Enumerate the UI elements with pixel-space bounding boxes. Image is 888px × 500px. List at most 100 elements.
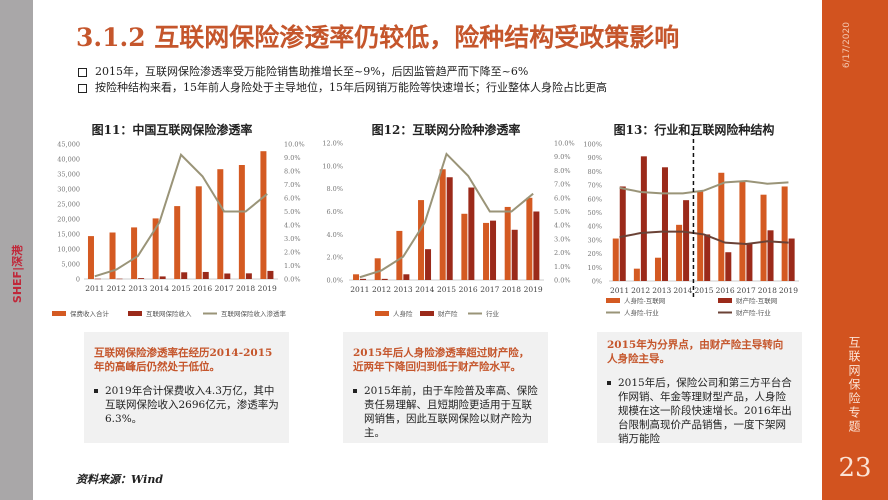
summary-bullet: 按险种结构来看，15年前人身险处于主导地位，15年后网销万能险等快速增长；行业整… <box>78 80 607 96</box>
page-number: 23 <box>838 453 872 483</box>
summary-bullets: 2015年，互联网保险渗透率受万能险销售助推增长至~9%，后因监管趋严而下降至~… <box>78 64 607 96</box>
x-tick-label: 2018 <box>758 286 777 295</box>
bar-财产险-互联网 <box>746 244 753 281</box>
legend-label: 财产险 <box>438 309 458 318</box>
bar-人身险 <box>396 230 403 280</box>
bar-财产险 <box>468 187 475 280</box>
y-tick-label: 5.0% <box>554 208 571 216</box>
chart-12-title: 图12：互联网分险种渗透率 <box>371 123 521 137</box>
bar-人身险-互联网 <box>654 257 661 281</box>
bar-财产险-互联网 <box>788 238 795 281</box>
bar-互联网保险收入 <box>245 273 252 279</box>
legend-swatch <box>420 311 434 316</box>
checkbox-square-icon <box>78 67 87 77</box>
bar-互联网保险收入 <box>159 276 166 279</box>
topic-label: 互联网保险专题 <box>847 336 861 434</box>
y-tick-label: 5,000 <box>61 261 80 269</box>
x-tick-label: 2018 <box>236 284 255 293</box>
x-tick-label: 2016 <box>459 285 478 294</box>
bar-人身险 <box>461 213 468 280</box>
bar-财产险 <box>360 278 367 280</box>
legend-label: 人身险 <box>393 309 413 318</box>
note-body: 2019年合计保费收入4.3万亿，其中互联网保险收入2696亿元，渗透率为6.3… <box>94 384 279 426</box>
checkbox-square-icon <box>78 83 87 93</box>
bullet-text: 2015年，互联网保险渗透率受万能险销售助推增长至~9%，后因监管趋严而下降至~… <box>95 65 529 78</box>
y-tick-label: 2.0% <box>284 249 301 257</box>
bar-财产险-互联网 <box>640 156 647 281</box>
x-tick-label: 2018 <box>502 285 521 294</box>
bar-财产险-互联网 <box>725 252 732 281</box>
y-tick-label: 0.0% <box>554 277 571 285</box>
bar-保费收入合计 <box>109 232 116 279</box>
y-tick-label: 30,000 <box>57 186 80 194</box>
legend-swatch <box>718 298 732 303</box>
note-headline: 2015年为分界点，由财产险主导转向人身险主导。 <box>607 339 784 365</box>
summary-bullet: 2015年，互联网保险渗透率受万能险销售助推增长至~9%，后因监管趋严而下降至~… <box>78 64 607 80</box>
bar-财产险 <box>533 211 540 280</box>
y-tick-label: 7.0% <box>284 181 301 189</box>
y-tick-label: 6.0% <box>284 195 301 203</box>
y-tick-label: 80% <box>588 168 602 176</box>
x-tick-label: 2012 <box>107 284 126 293</box>
y-tick-label: 0.0% <box>284 276 301 284</box>
bar-财产险-互联网 <box>683 200 690 281</box>
y-tick-label: 100% <box>583 141 602 149</box>
x-tick-label: 2017 <box>737 286 756 295</box>
bar-人身险-互联网 <box>676 224 683 281</box>
y-tick-label: 8.0% <box>284 168 301 176</box>
bar-财产险 <box>511 229 518 280</box>
y-tick-label: 7.0% <box>554 181 571 189</box>
y-tick-label: 4.0% <box>284 222 301 230</box>
x-tick-label: 2017 <box>480 285 499 294</box>
x-tick-label: 2015 <box>437 285 456 294</box>
y-tick-label: 10.0% <box>554 140 575 148</box>
bar-保费收入合计 <box>174 206 181 279</box>
bar-财产险 <box>446 177 453 280</box>
bar-互联网保险收入 <box>181 272 188 279</box>
legend-label: 人身险-互联网 <box>624 296 665 305</box>
right-sidebar <box>822 0 888 500</box>
bar-互联网保险收入 <box>224 273 231 279</box>
bar-保费收入合计 <box>195 186 202 279</box>
chart-13-title: 图13：行业和互联网险种结构 <box>613 123 775 137</box>
x-tick-label: 2015 <box>171 284 190 293</box>
y-tick-label: 6.0% <box>554 194 571 202</box>
x-tick-label: 2019 <box>258 284 277 293</box>
bar-人身险-互联网 <box>781 186 788 281</box>
x-tick-label: 2016 <box>716 286 735 295</box>
y-tick-label: 10.0% <box>322 162 343 170</box>
note-headline: 互联网保险渗透率在经历2014-2015年的高峰后仍然处于低位。 <box>94 347 273 373</box>
y-tick-label: 10% <box>588 264 602 272</box>
bar-保费收入合计 <box>152 218 159 279</box>
bar-保费收入合计 <box>238 165 245 279</box>
x-tick-label: 2015 <box>694 286 713 295</box>
bullet-text: 按险种结构来看，15年前人身险处于主导地位，15年后网销万能险等快速增长；行业整… <box>95 81 607 94</box>
y-tick-label: 45,000 <box>57 141 80 149</box>
bar-财产险 <box>403 274 410 280</box>
left-strip: SHEF|深港 <box>0 0 33 500</box>
y-tick-label: 20% <box>588 250 602 258</box>
legend-label: 行业 <box>486 309 500 318</box>
y-tick-label: 12.0% <box>322 140 343 148</box>
bar-保费收入合计 <box>87 236 94 279</box>
legend-swatch <box>606 298 620 303</box>
note-box-1: 互联网保险渗透率在经历2014-2015年的高峰后仍然处于低位。 2019年合计… <box>84 332 289 443</box>
bar-人身险 <box>374 258 381 280</box>
chart-11-title: 图11：中国互联网保险渗透率 <box>91 123 253 137</box>
x-tick-label: 2014 <box>415 285 434 294</box>
x-tick-label: 2013 <box>128 284 147 293</box>
source-note: 资料来源：Wind <box>76 473 164 486</box>
y-tick-label: 2.0% <box>554 249 571 257</box>
bar-互联网保险收入 <box>94 278 101 280</box>
y-tick-label: 4.0% <box>326 231 343 239</box>
x-tick-label: 2012 <box>631 286 650 295</box>
bar-人身险-互联网 <box>718 172 725 281</box>
note-box-3: 2015年为分界点，由财产险主导转向人身险主导。 2015年后，保险公司和第三方… <box>597 332 802 445</box>
y-tick-label: 5.0% <box>284 208 301 216</box>
line-互联网保险收入渗透率 <box>94 152 268 278</box>
legend-swatch <box>375 311 389 316</box>
x-tick-label: 2012 <box>372 285 391 294</box>
y-tick-label: 3.0% <box>284 235 301 243</box>
line-财产险-行业 <box>619 230 789 246</box>
legend-swatch <box>52 311 66 316</box>
